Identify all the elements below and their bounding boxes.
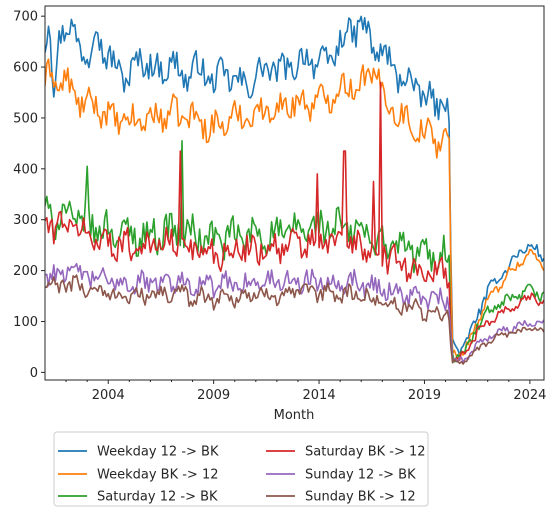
y-tick-label: 400: [13, 162, 38, 177]
series-line-4: [45, 262, 544, 364]
x-tick-label: 2009: [197, 388, 230, 403]
legend-label: Sunday 12 -> BK: [305, 468, 416, 483]
x-tick-label: 2024: [513, 388, 546, 403]
legend-label: Saturday BK -> 12: [305, 445, 426, 460]
series-line-5: [45, 274, 544, 365]
series-line-2: [45, 140, 544, 363]
y-axis: 0 100 200 300 400 500 600 700: [13, 10, 45, 381]
x-axis: 2004 2009 2014 2019 2024: [65, 380, 546, 403]
legend-label: Weekday BK -> 12: [97, 468, 219, 483]
x-tick-label: 2014: [303, 388, 336, 403]
y-tick-label: 700: [13, 10, 38, 25]
x-tick-label: 2019: [408, 388, 441, 403]
y-tick-label: 100: [13, 315, 38, 330]
y-tick-label: 500: [13, 111, 38, 126]
y-tick-label: 600: [13, 61, 38, 76]
series-line-1: [45, 58, 544, 361]
legend-label: Sunday BK -> 12: [305, 490, 416, 505]
y-tick-label: 300: [13, 213, 38, 228]
x-tick-label: 2004: [92, 388, 125, 403]
y-tick-label: 200: [13, 264, 38, 279]
series-line-3: [45, 81, 544, 363]
plot-frame: [44, 5, 545, 381]
legend-label: Saturday 12 -> BK: [97, 490, 218, 505]
legend-frame: [53, 431, 429, 507]
x-axis-title: Month: [274, 408, 315, 423]
legend: Weekday 12 -> BK Weekday BK -> 12 Saturday…: [53, 431, 429, 507]
legend-label: Weekday 12 -> BK: [97, 445, 219, 460]
series-line-0: [45, 15, 544, 356]
y-tick-label: 0: [30, 366, 38, 381]
series-layer: [45, 15, 544, 365]
